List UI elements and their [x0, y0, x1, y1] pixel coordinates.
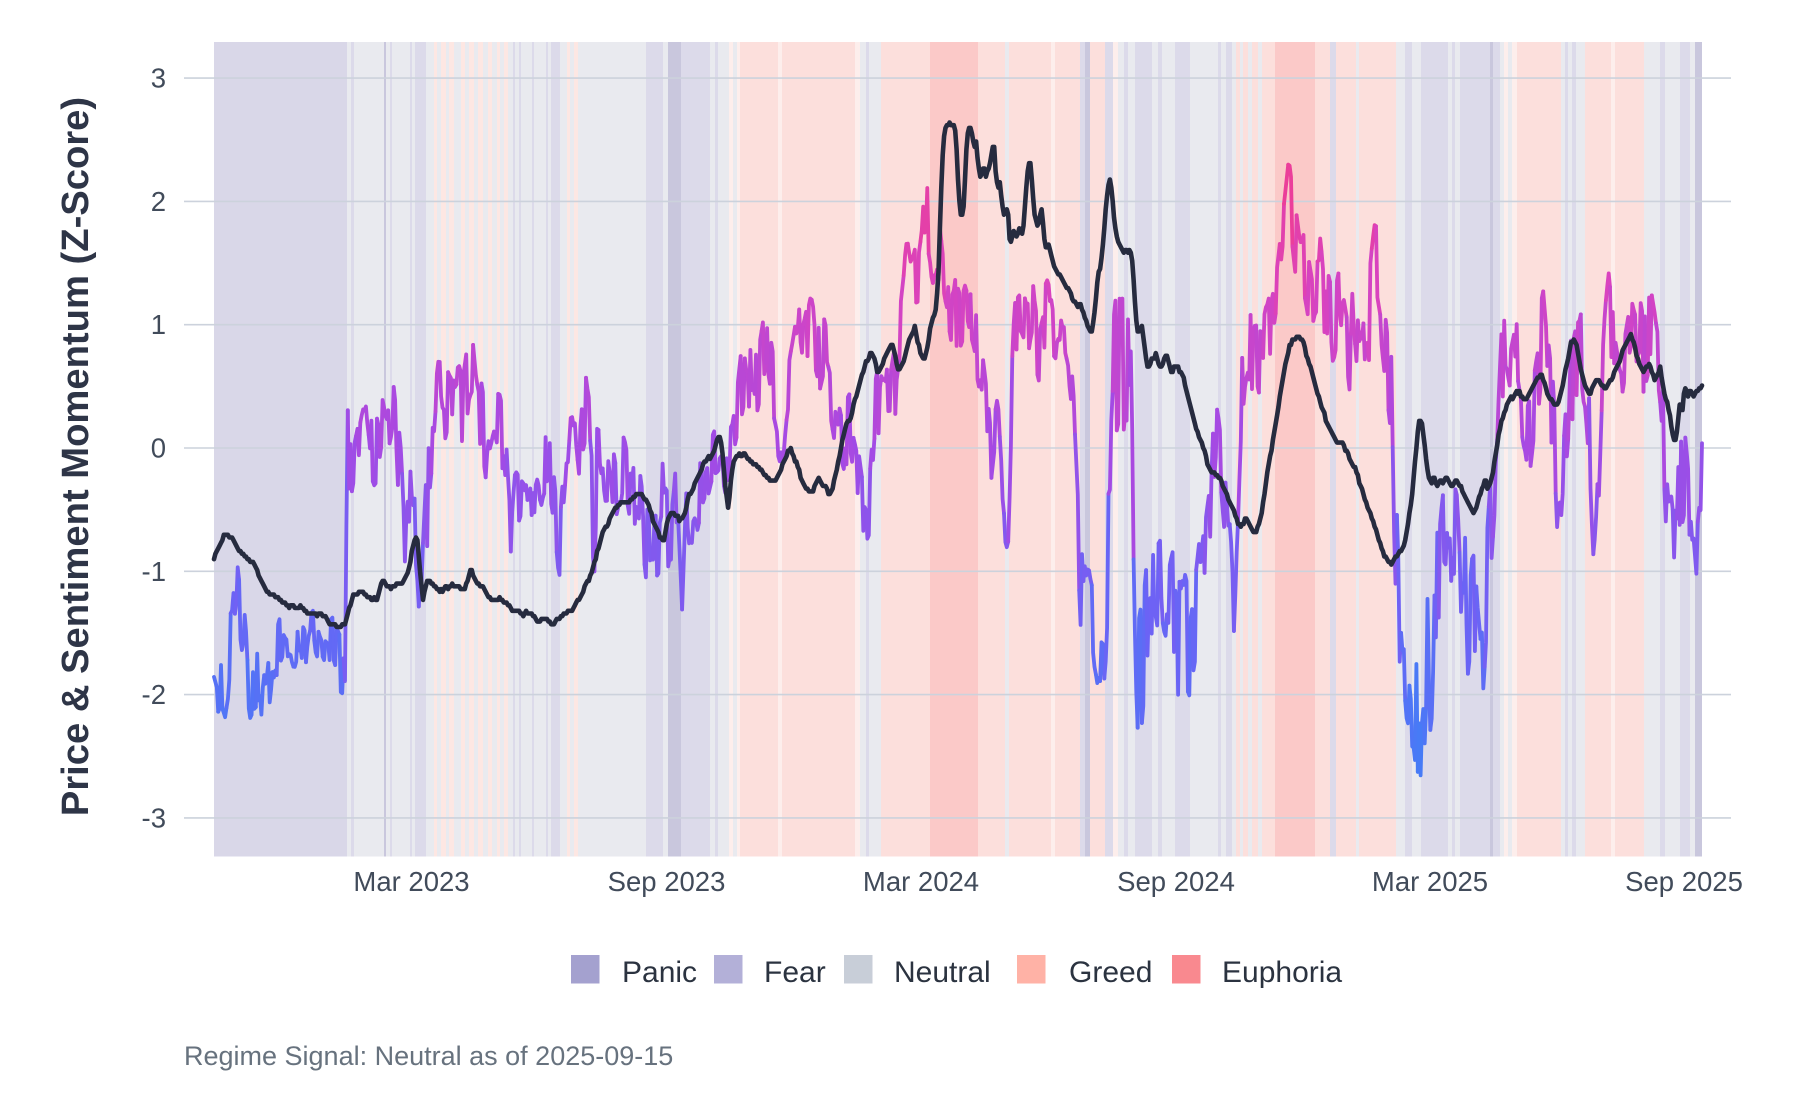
svg-text:Sep 2024: Sep 2024	[1117, 866, 1235, 897]
svg-text:2: 2	[151, 186, 166, 217]
svg-text:Price & Sentiment Momentum (Z-: Price & Sentiment Momentum (Z-Score)	[54, 97, 97, 816]
svg-text:Panic: Panic	[622, 956, 697, 989]
svg-text:Mar 2024: Mar 2024	[863, 866, 979, 897]
svg-text:Sep 2023: Sep 2023	[608, 866, 726, 897]
svg-text:Euphoria: Euphoria	[1222, 956, 1342, 989]
svg-text:-1: -1	[142, 556, 166, 587]
svg-text:Neutral: Neutral	[894, 956, 991, 989]
svg-text:-2: -2	[142, 679, 166, 710]
svg-text:-3: -3	[142, 802, 166, 833]
svg-text:3: 3	[151, 63, 166, 94]
svg-text:Mar 2023: Mar 2023	[353, 866, 469, 897]
svg-text:Regime Signal: Neutral as of 2: Regime Signal: Neutral as of 2025-09-15	[184, 1041, 673, 1071]
svg-text:Fear: Fear	[764, 956, 826, 989]
svg-text:0: 0	[151, 433, 166, 464]
svg-text:Greed: Greed	[1069, 956, 1152, 989]
svg-text:Sep 2025: Sep 2025	[1625, 866, 1743, 897]
svg-text:1: 1	[151, 309, 166, 340]
svg-text:Mar 2025: Mar 2025	[1372, 866, 1488, 897]
